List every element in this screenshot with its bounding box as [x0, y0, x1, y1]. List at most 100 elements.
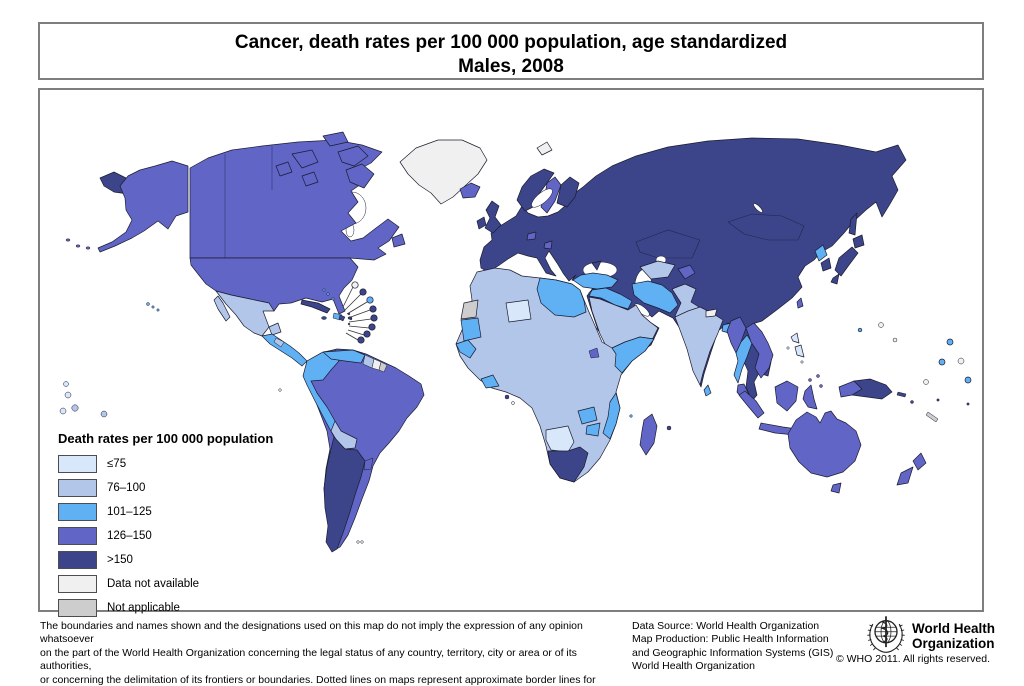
region-india — [674, 306, 724, 386]
region-svalbard — [536, 141, 553, 156]
legend-swatch — [58, 527, 97, 545]
region-mauritius — [666, 425, 672, 431]
legend-swatch — [58, 479, 97, 497]
copyright-text: © WHO 2011. All rights reserved. — [835, 653, 990, 665]
region-central-america — [261, 333, 308, 367]
map-title-line2: Males, 2008 — [458, 56, 564, 77]
who-name-line2: Organization — [912, 636, 995, 651]
region-venezuela — [322, 349, 366, 364]
region-cuba — [300, 299, 331, 314]
region-pacific-west-pale — [59, 381, 72, 415]
region-turkey — [572, 272, 619, 290]
legend-label: Not applicable — [107, 602, 180, 614]
region-greenland — [399, 139, 488, 205]
map-frame: Death rates per 100 000 population ≤75 7… — [38, 88, 984, 617]
legend-swatch — [58, 599, 97, 617]
legend-item: 76–100 — [58, 476, 273, 500]
region-madagascar — [639, 413, 658, 456]
caribbean-dot-1 — [351, 281, 359, 289]
region-japan — [830, 234, 865, 285]
data-source-line: Data Source: World Health Organization — [632, 620, 820, 632]
region-bosnia — [543, 240, 553, 250]
title-box: Cancer, death rates per 100 000 populati… — [38, 22, 984, 80]
region-sao-tome — [511, 401, 515, 405]
who-logo-icon — [864, 614, 908, 661]
legend-item: Data not available — [58, 572, 273, 596]
region-south-africa — [547, 446, 589, 483]
legend-swatch — [58, 575, 97, 593]
region-mozambique — [602, 392, 621, 440]
region-central-asia — [639, 260, 676, 280]
region-australia — [787, 410, 862, 494]
region-iran — [631, 280, 679, 314]
region-kyrgyzstan — [677, 264, 696, 280]
map-title-line1: Cancer, death rates per 100 000 populati… — [234, 32, 788, 53]
border-kazakhstan — [635, 229, 701, 259]
region-pacific-white-dots — [878, 322, 965, 385]
region-arctic-islands — [275, 131, 375, 189]
who-logo-text: World Health Organization — [912, 621, 995, 651]
legend-title: Death rates per 100 000 population — [58, 431, 274, 446]
caribbean-dot-2 — [359, 288, 367, 296]
region-finland — [556, 176, 580, 208]
region-south-korea — [820, 257, 832, 272]
region-thailand — [733, 334, 753, 384]
legend-item: >150 — [58, 548, 273, 572]
region-equatorial-guinea — [504, 394, 510, 400]
region-nepal — [705, 308, 718, 318]
legend-label: 76–100 — [107, 482, 146, 494]
region-galapagos — [278, 388, 282, 392]
disclaimer-line: on the part of the World Health Organiza… — [40, 646, 577, 673]
region-indochina — [745, 322, 774, 379]
region-mauritania — [460, 317, 482, 342]
region-levant-iraq — [588, 287, 633, 310]
region-comoros — [629, 414, 633, 418]
region-bolivia — [330, 420, 358, 450]
region-taiwan — [796, 297, 804, 309]
who-name-line1: World Health — [912, 621, 996, 636]
legend-swatch — [58, 503, 97, 521]
region-pacific-specks — [936, 398, 970, 406]
map-legend: Death rates per 100 000 population ≤75 7… — [58, 431, 273, 620]
region-alaska — [65, 160, 189, 253]
region-uruguay — [363, 457, 374, 471]
legend-label: ≤75 — [107, 458, 127, 470]
region-philippines — [786, 332, 805, 364]
region-niger — [505, 299, 532, 323]
region-norway — [516, 168, 555, 212]
disclaimer-line: or concerning the delimitation of its fr… — [40, 673, 596, 686]
region-western-sahara — [460, 299, 479, 320]
legend-swatch — [58, 551, 97, 569]
legend-label: 126–150 — [107, 530, 152, 542]
region-senegal-guinea — [455, 339, 477, 359]
region-iceland — [459, 182, 481, 199]
legend-label: Data not available — [107, 578, 200, 590]
world-map — [59, 131, 972, 553]
region-newfoundland — [391, 233, 406, 248]
region-ghana — [480, 374, 500, 389]
region-zimbabwe — [585, 422, 601, 437]
region-new-caledonia — [925, 411, 939, 423]
data-source-line: and Geographic Information Systems (GIS) — [632, 646, 834, 659]
legend-item: 101–125 — [58, 500, 273, 524]
legend-label: >150 — [107, 554, 133, 566]
legend-item: 126–150 — [58, 524, 273, 548]
region-uk — [484, 200, 502, 234]
region-hawaii — [146, 302, 160, 312]
region-namibia-botswana — [545, 425, 575, 453]
region-mexico — [213, 290, 282, 337]
region-new-zealand — [896, 452, 927, 486]
legend-item: ≤75 — [58, 452, 273, 476]
region-uganda — [588, 347, 600, 359]
border-mongolia — [727, 213, 805, 241]
legend-label: 101–125 — [107, 506, 152, 518]
data-source-line: Map Production: Public Health Informatio… — [632, 633, 829, 646]
region-sakhalin — [848, 212, 858, 236]
region-horn-of-africa — [611, 336, 655, 374]
region-zambia — [577, 406, 598, 425]
region-french-guiana — [378, 361, 388, 373]
caribbean-dots — [357, 305, 378, 344]
data-source-line: World Health Organization — [632, 660, 755, 673]
region-crimea — [591, 260, 602, 271]
